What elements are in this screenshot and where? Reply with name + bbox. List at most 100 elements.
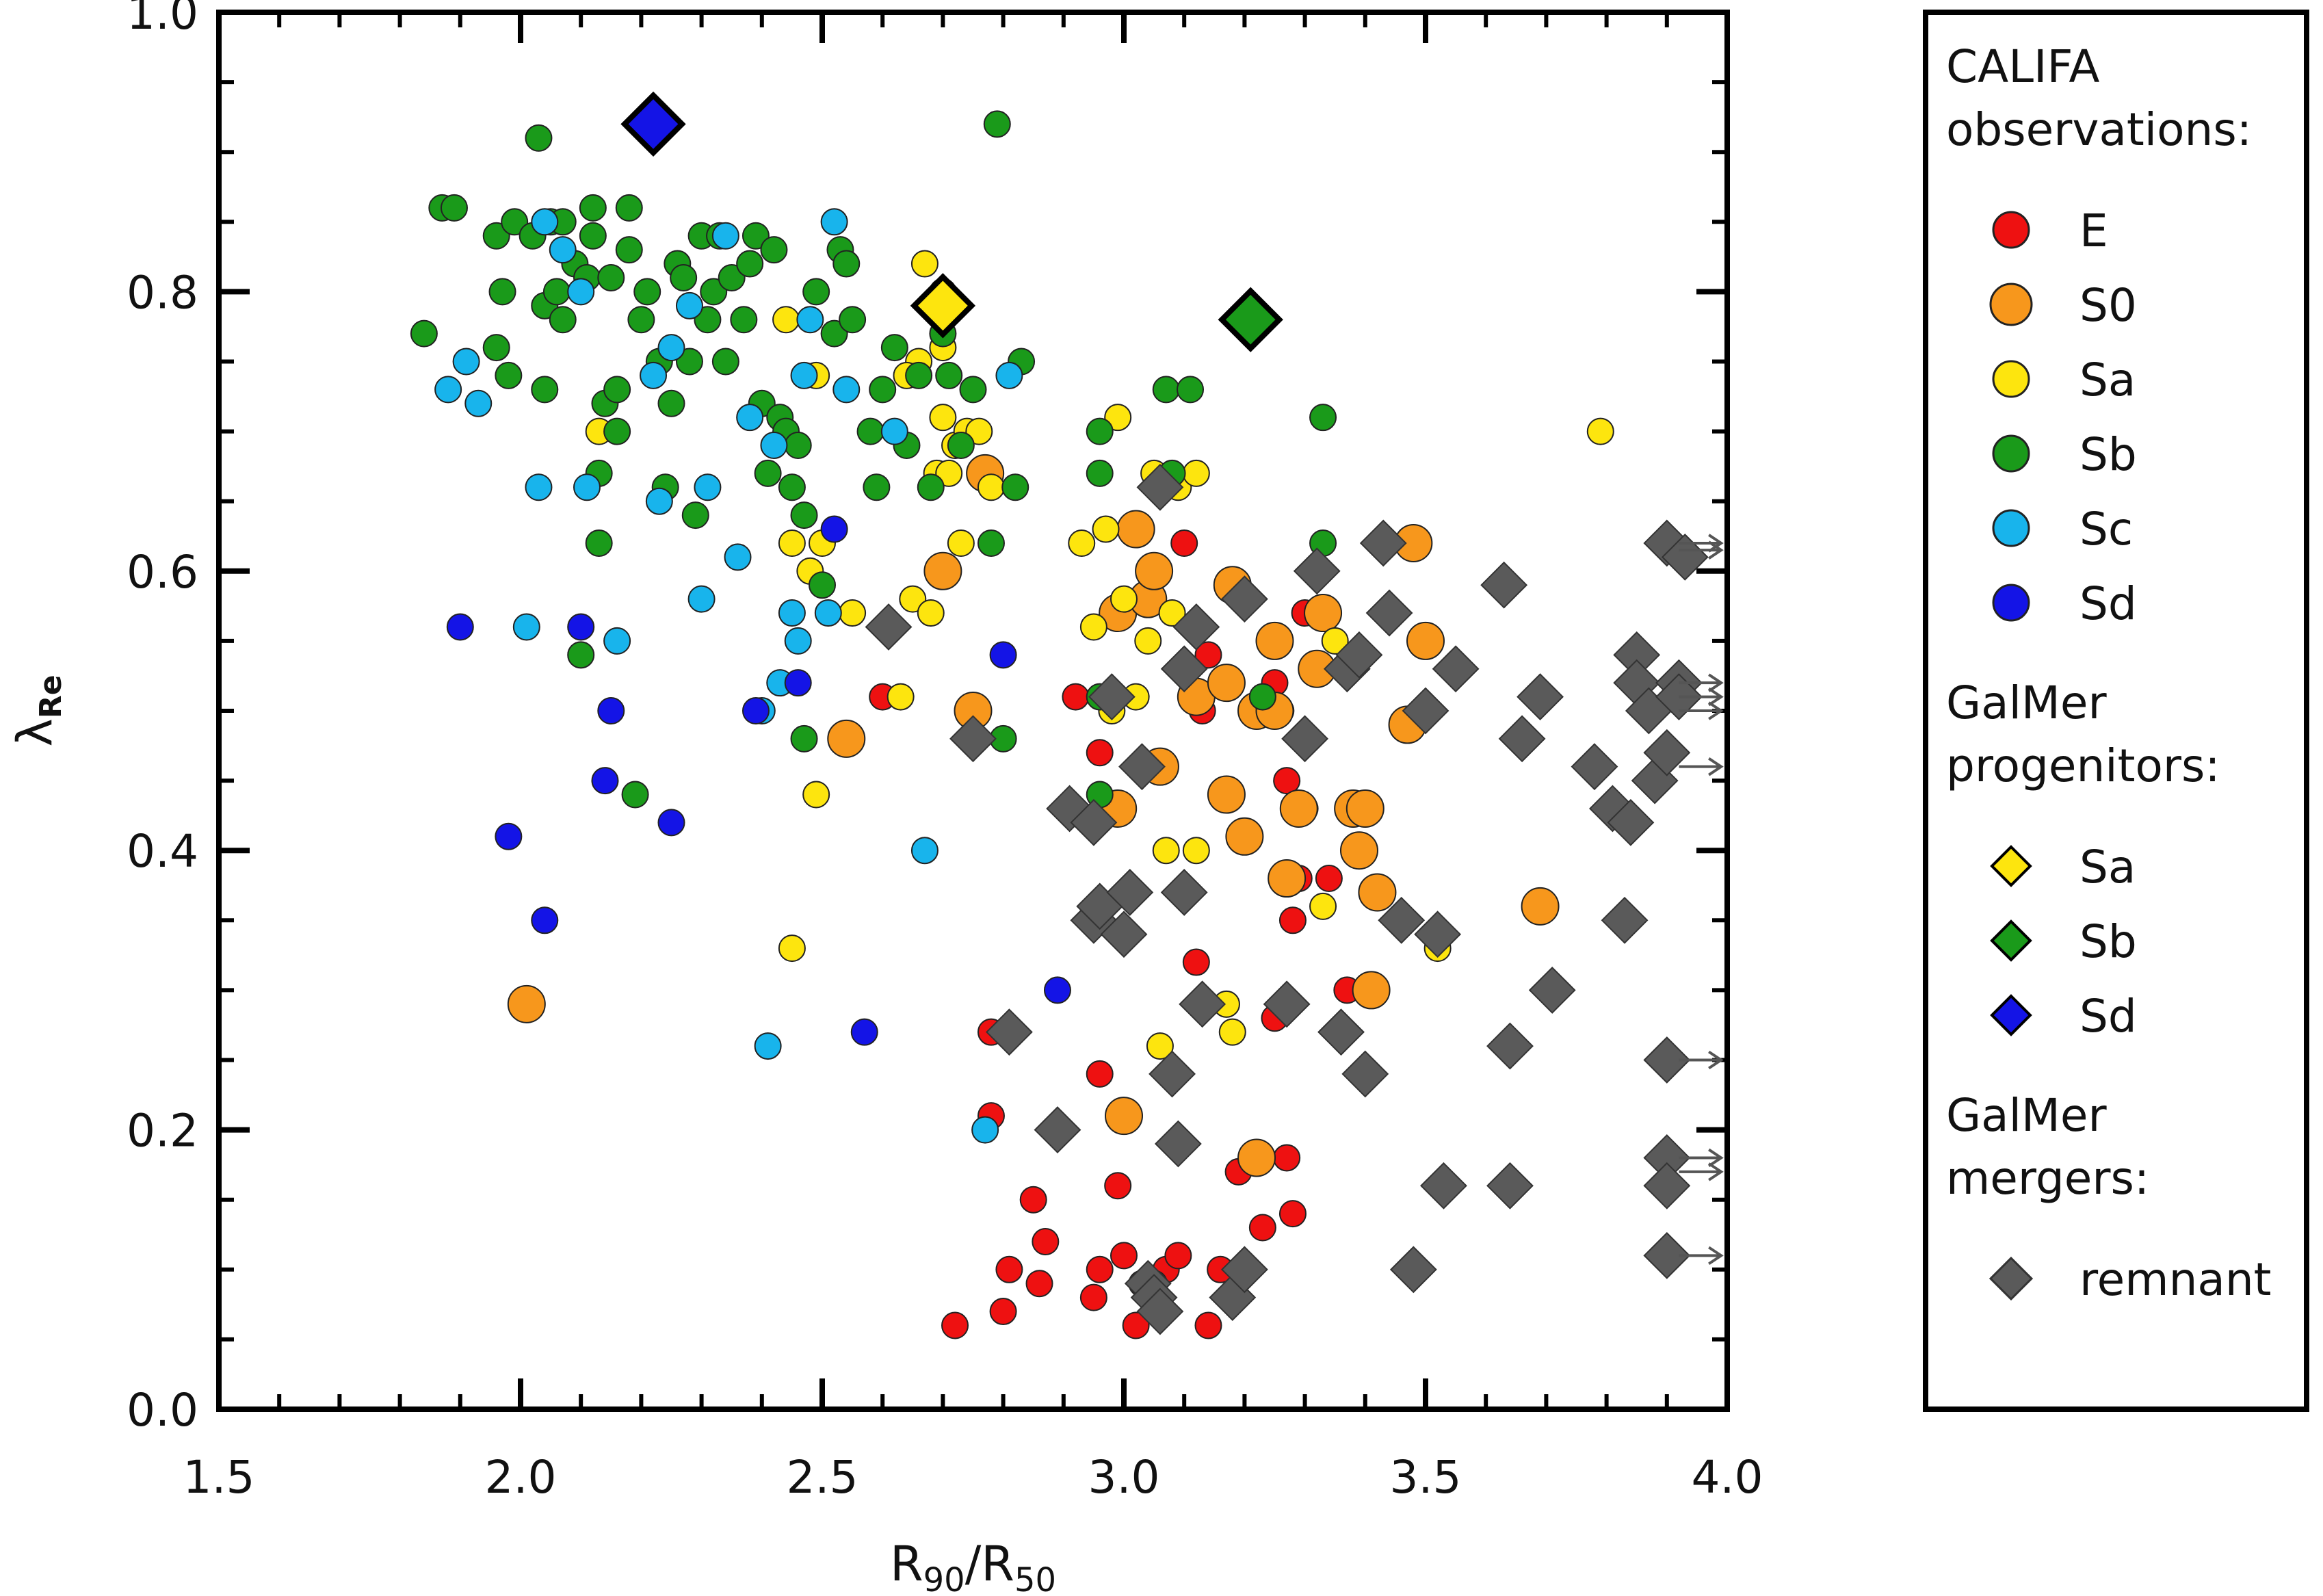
point-sd: [1043, 976, 1071, 1004]
point-sb: [832, 250, 861, 278]
point-sa: [1158, 599, 1186, 627]
point-sd: [741, 697, 770, 724]
y-tick-label: 0.0: [127, 1384, 198, 1437]
point-sb: [1177, 376, 1205, 404]
point-e: [1278, 906, 1307, 934]
point-sc: [675, 291, 703, 319]
legend-marker-sd: [1992, 584, 2030, 622]
x-tick-label: 2.0: [485, 1451, 557, 1504]
y-axis-label: λRe: [7, 675, 68, 746]
legend-item-label: Sa: [2079, 841, 2136, 893]
point-sb: [802, 278, 830, 306]
point-s0: [507, 984, 546, 1023]
legend-section-title: CALIFA: [1946, 40, 2100, 93]
point-remnant: [1220, 575, 1268, 623]
point-remnant: [1160, 645, 1208, 693]
point-sb: [863, 473, 891, 501]
point-sb: [1152, 376, 1180, 404]
point-sb: [820, 319, 848, 348]
legend-item-label: Sc: [2079, 503, 2133, 555]
point-remnant: [1088, 673, 1136, 720]
x-tick-label: 1.5: [183, 1451, 255, 1504]
point-e: [1086, 739, 1114, 767]
point-sb: [917, 473, 945, 501]
point-sd: [989, 641, 1017, 669]
offscale-arrow: [1679, 673, 1724, 692]
point-sb: [809, 571, 836, 599]
point-remnant: [1118, 743, 1166, 791]
offscale-arrow: [1679, 534, 1724, 553]
point-sc: [452, 348, 480, 376]
point-sa: [839, 599, 867, 627]
point-s0: [1406, 621, 1445, 660]
series-progenitor-sa: [910, 273, 976, 339]
legend-item-label: Sb: [2079, 428, 2137, 481]
x-axis-label-sub1: 90: [923, 1561, 965, 1596]
point-sb: [633, 278, 661, 306]
point-sb: [603, 417, 631, 445]
point-remnant: [1643, 1162, 1691, 1209]
point-sc: [760, 432, 788, 460]
point-remnant: [1070, 798, 1118, 846]
point-sd: [657, 809, 685, 837]
point-sa: [910, 250, 939, 278]
legend-section-title: GalMer: [1946, 677, 2107, 729]
point-e: [1025, 1270, 1053, 1298]
point-sa: [929, 404, 957, 432]
point-s0: [1339, 831, 1378, 870]
point-sb: [1086, 417, 1114, 445]
y-tick-label: 0.8: [127, 266, 198, 319]
offscale-arrow: [1679, 757, 1724, 776]
point-e: [1110, 1242, 1138, 1270]
point-progenitor-sa: [910, 273, 976, 339]
offscale-arrows: [1679, 534, 1724, 1266]
x-tick-label: 3.0: [1088, 1451, 1160, 1504]
legend-item-label: Sb: [2079, 915, 2137, 968]
point-sd: [567, 613, 595, 641]
series-sb: [410, 110, 1337, 809]
point-remnant: [1402, 687, 1449, 735]
point-remnant: [1378, 896, 1426, 944]
point-sb: [495, 361, 523, 389]
x-axis-label-base2: R: [981, 1536, 1014, 1592]
point-remnant: [1149, 1050, 1196, 1098]
point-progenitor-sb: [1218, 287, 1283, 352]
point-remnant: [1607, 798, 1655, 846]
point-progenitor-sd: [620, 91, 686, 157]
point-sc: [971, 1116, 999, 1144]
point-remnant: [1263, 980, 1311, 1028]
y-axis-label-base: λ: [7, 718, 63, 746]
point-sa: [935, 459, 963, 487]
offscale-arrow: [1679, 540, 1724, 560]
point-sc: [531, 208, 559, 236]
point-sb: [1086, 459, 1114, 487]
point-sc: [512, 613, 540, 641]
point-sa: [965, 417, 993, 445]
point-e: [1032, 1227, 1060, 1255]
point-sb: [711, 348, 739, 376]
point-sc: [784, 627, 812, 655]
point-sb: [839, 306, 867, 334]
point-remnant: [1179, 980, 1226, 1028]
point-sb: [501, 208, 529, 236]
point-s0: [1207, 664, 1246, 703]
point-sb: [880, 334, 908, 362]
point-remnant: [1220, 1246, 1268, 1294]
point-s0: [1304, 594, 1343, 633]
point-remnant: [1341, 1050, 1389, 1098]
point-e: [1086, 1060, 1114, 1088]
point-remnant: [1643, 729, 1691, 776]
point-s0: [923, 551, 962, 590]
legend-marker-sb: [1992, 434, 2030, 473]
legend: CALIFA observations: E S0 Sa Sb Sc Sd GalMer prog…: [1923, 10, 2309, 1412]
point-sb: [482, 222, 510, 250]
point-sa: [917, 599, 945, 627]
point-e: [1273, 767, 1301, 795]
point-remnant: [1528, 966, 1576, 1014]
offscale-arrow: [1679, 1148, 1724, 1168]
point-sb: [694, 306, 722, 334]
point-sc: [778, 599, 806, 627]
point-sa: [1586, 417, 1614, 445]
legend-marker-progenitor-sb: [1990, 919, 2032, 962]
point-remnant: [1571, 743, 1618, 791]
